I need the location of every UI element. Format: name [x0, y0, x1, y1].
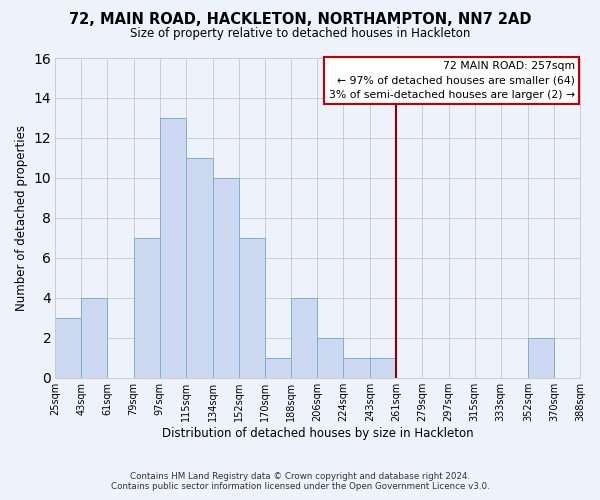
Bar [265, 358, 291, 378]
Text: 72, MAIN ROAD, HACKLETON, NORTHAMPTON, NN7 2AD: 72, MAIN ROAD, HACKLETON, NORTHAMPTON, N… [69, 12, 531, 28]
Bar [213, 178, 239, 378]
Text: Contains HM Land Registry data © Crown copyright and database right 2024.
Contai: Contains HM Land Registry data © Crown c… [110, 472, 490, 491]
Bar [528, 338, 554, 378]
Bar [317, 338, 343, 378]
Bar [239, 238, 265, 378]
Y-axis label: Number of detached properties: Number of detached properties [15, 125, 28, 311]
Bar [160, 118, 185, 378]
Bar [134, 238, 160, 378]
Bar [185, 158, 213, 378]
Text: Size of property relative to detached houses in Hackleton: Size of property relative to detached ho… [130, 28, 470, 40]
Bar [55, 318, 82, 378]
Bar [343, 358, 370, 378]
X-axis label: Distribution of detached houses by size in Hackleton: Distribution of detached houses by size … [162, 427, 473, 440]
Bar [82, 298, 107, 378]
Bar [370, 358, 397, 378]
Bar [291, 298, 317, 378]
Text: 72 MAIN ROAD: 257sqm
← 97% of detached houses are smaller (64)
3% of semi-detach: 72 MAIN ROAD: 257sqm ← 97% of detached h… [329, 61, 575, 100]
